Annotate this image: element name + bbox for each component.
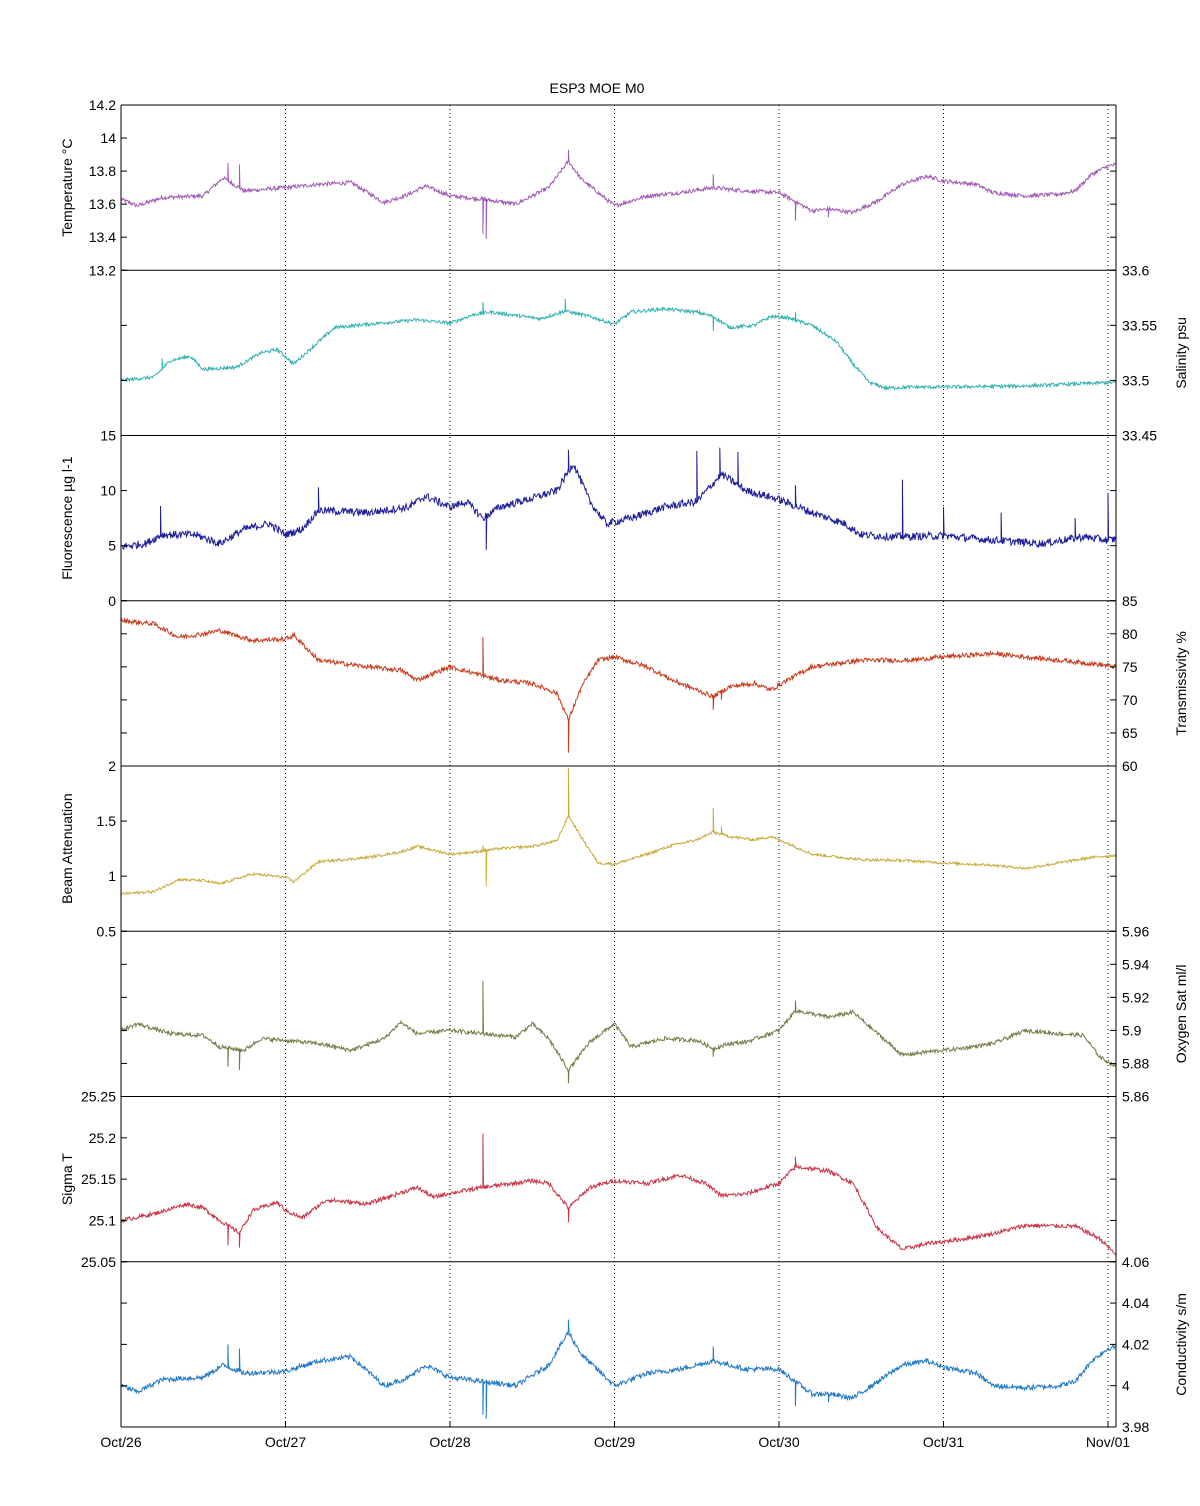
x-tick-label: Nov/01 [1086, 1434, 1131, 1450]
x-tick-label: Oct/27 [265, 1434, 306, 1450]
series-line [120, 1319, 1117, 1419]
y-axis-label: Oxygen Sat ml/l [1173, 964, 1189, 1063]
y-tick-label: 4 [1122, 1378, 1130, 1394]
y-tick-label: 15 [100, 428, 116, 444]
y-axis-label: Transmissivity % [1173, 631, 1189, 736]
x-tick-label: Oct/31 [923, 1434, 964, 1450]
y-axis-label: Conductivity s/m [1173, 1293, 1189, 1396]
series-line [120, 980, 1117, 1084]
y-tick-label: 13.8 [89, 163, 116, 179]
y-tick-label: 5.88 [1122, 1055, 1149, 1071]
y-tick-label: 33.45 [1122, 428, 1157, 444]
y-tick-label: 5.86 [1122, 1089, 1149, 1105]
y-tick-label: 0 [108, 593, 116, 609]
y-tick-label: 4.02 [1122, 1336, 1149, 1352]
y-tick-label: 33.55 [1122, 317, 1157, 333]
y-tick-label: 25.1 [89, 1212, 116, 1228]
y-tick-label: 25.2 [89, 1130, 116, 1146]
y-tick-label: 5.92 [1122, 989, 1149, 1005]
x-tick-label: Oct/29 [594, 1434, 635, 1450]
y-tick-label: 4.06 [1122, 1254, 1149, 1270]
y-axis-label: Fluorescence µg l-1 [59, 456, 75, 579]
chart-title: ESP3 MOE M0 [550, 80, 645, 96]
y-tick-label: 1.5 [97, 813, 117, 829]
y-tick-label: 2 [108, 758, 116, 774]
y-tick-label: 4.04 [1122, 1295, 1149, 1311]
y-tick-label: 13.2 [89, 262, 116, 278]
y-tick-label: 14.2 [89, 97, 116, 113]
series-line [120, 298, 1117, 392]
y-tick-label: 65 [1122, 725, 1138, 741]
y-tick-label: 60 [1122, 758, 1138, 774]
y-axis-label: Temperature °C [59, 139, 75, 237]
series-line [120, 447, 1117, 551]
y-tick-label: 14 [100, 130, 116, 146]
y-tick-label: 75 [1122, 659, 1138, 675]
y-axis-label: Sigma T [59, 1153, 75, 1205]
y-tick-label: 25.05 [81, 1254, 116, 1270]
y-tick-label: 80 [1122, 626, 1138, 642]
y-tick-label: 13.4 [89, 229, 116, 245]
series-line [120, 616, 1117, 753]
y-axis-label: Beam Attenuation [59, 793, 75, 904]
y-tick-label: 1 [108, 868, 116, 884]
y-tick-label: 5 [108, 538, 116, 554]
y-tick-label: 10 [100, 483, 116, 499]
y-tick-label: 85 [1122, 593, 1138, 609]
series-line [120, 768, 1117, 896]
y-tick-label: 3.98 [1122, 1419, 1149, 1435]
y-tick-label: 5.94 [1122, 956, 1149, 972]
y-tick-label: 70 [1122, 692, 1138, 708]
x-tick-label: Oct/26 [100, 1434, 141, 1450]
y-tick-label: 0.5 [97, 923, 117, 939]
y-tick-label: 33.5 [1122, 372, 1149, 388]
y-tick-label: 5.96 [1122, 923, 1149, 939]
y-tick-label: 25.25 [81, 1089, 116, 1105]
series-line [120, 1133, 1117, 1257]
y-tick-label: 25.15 [81, 1171, 116, 1187]
y-tick-label: 33.6 [1122, 262, 1149, 278]
y-tick-label: 13.6 [89, 196, 116, 212]
y-tick-label: 5.9 [1122, 1022, 1142, 1038]
series-line [120, 149, 1117, 239]
x-tick-label: Oct/28 [429, 1434, 470, 1450]
x-tick-label: Oct/30 [758, 1434, 799, 1450]
y-axis-label: Salinity psu [1173, 317, 1189, 389]
